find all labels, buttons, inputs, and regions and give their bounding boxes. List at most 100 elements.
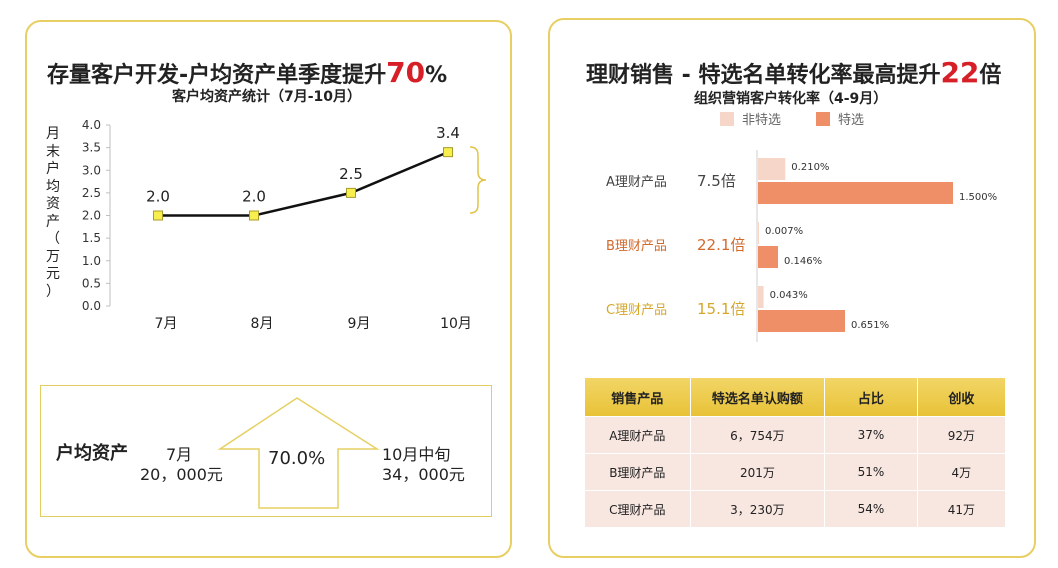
bar-special <box>758 182 953 204</box>
legend-swatch-special <box>816 112 830 126</box>
x-tick-label: 9月 <box>348 316 371 332</box>
table-header-cell: 销售产品 <box>585 378 691 417</box>
line-data-label: 2.0 <box>242 188 266 206</box>
right-title-highlight: 22 <box>940 56 980 89</box>
bar-non-special <box>758 158 786 180</box>
line-point <box>153 210 163 221</box>
right-title-suffix: 倍 <box>979 63 1002 88</box>
summary-from-value: 20，000元 <box>140 465 223 484</box>
ylabel-char: ） <box>46 283 60 300</box>
bar-value-label: 0.146% <box>784 256 822 267</box>
table-header-cell: 创收 <box>917 378 1007 417</box>
line-series-path <box>158 150 449 217</box>
bar-non-special <box>758 222 759 244</box>
line-data-label: 3.4 <box>436 124 460 142</box>
ylabel-char: 户 <box>46 161 60 177</box>
legend-swatch-non-special <box>720 112 734 126</box>
bar-special <box>758 246 778 268</box>
ylabel-char: 末 <box>46 143 60 160</box>
right-title: 理财销售 - 特选名单转化率最高提升22倍 <box>586 56 1001 89</box>
left-chart-subtitle: 客户均资产统计（7月-10月） <box>172 89 362 105</box>
bar-value-label: 0.007% <box>765 226 803 237</box>
bar-category-label: A理财产品 <box>606 175 667 190</box>
y-tick-label: 4.0 <box>82 118 101 132</box>
y-tick-label: 0.5 <box>82 276 101 290</box>
y-tick-label: 3.5 <box>82 141 101 155</box>
conversion-multiplier: 7.5倍 <box>697 172 736 190</box>
table-cell: 51% <box>824 453 918 491</box>
summary-label: 户均资产 <box>56 443 128 464</box>
y-tick-label: 0.0 <box>82 299 101 313</box>
x-tick-label: 8月 <box>251 316 274 332</box>
legend-label-non-special: 非特选 <box>742 113 782 128</box>
table-cell: A理财产品 <box>585 416 691 454</box>
summary-to-period: 10月中旬 <box>382 445 451 464</box>
left-title: 存量客户开发-户均资产单季度提升70% <box>47 56 447 89</box>
table-cell: 92万 <box>917 416 1007 454</box>
y-tick-label: 2.0 <box>82 209 101 223</box>
conversion-multiplier: 22.1倍 <box>697 236 745 254</box>
sales-table: 销售产品 特选名单认购额 占比 创收 A理财产品 6，754万 37% 92万 B理财产品 20… <box>585 378 1007 527</box>
table-cell: B理财产品 <box>585 453 691 491</box>
table-cell: C理财产品 <box>585 490 691 527</box>
line-data-label: 2.0 <box>146 188 170 206</box>
right-chart-subtitle: 组织营销客户转化率（4-9月） <box>694 91 888 107</box>
table-cell: 54% <box>824 490 918 527</box>
summary-to-value: 34，000元 <box>382 465 465 484</box>
sales-table-header: 销售产品 特选名单认购额 占比 创收 <box>585 378 1007 417</box>
bar-value-label: 0.210% <box>791 162 829 173</box>
bar-value-label: 1.500% <box>959 192 997 203</box>
y-tick-label: 1.0 <box>82 254 101 268</box>
x-tick-label: 7月 <box>155 316 178 332</box>
bar-category-label: B理财产品 <box>606 239 667 254</box>
line-data-label: 2.5 <box>339 165 363 183</box>
table-header-cell: 占比 <box>824 378 918 417</box>
y-tick-label: 2.5 <box>82 186 101 200</box>
summary-change: 70.0% <box>268 448 326 469</box>
y-tick-label: 1.5 <box>82 231 101 245</box>
right-title-main: 理财销售 - 特选名单转化率最高提升 <box>586 63 941 88</box>
ylabel-char: 均 <box>46 178 60 195</box>
summary-box <box>40 385 492 517</box>
legend-non-special: 非特选 <box>720 109 781 128</box>
conversion-multiplier: 15.1倍 <box>697 300 745 318</box>
bar-special <box>758 310 845 332</box>
table-cell: 37% <box>824 416 918 454</box>
ylabel-char: 万 <box>46 248 60 265</box>
legend-special: 特选 <box>816 109 864 128</box>
left-chart-ylabel: 月末户均资产（万元） <box>41 126 65 301</box>
bar-value-label: 0.043% <box>770 290 808 301</box>
ylabel-char: （ <box>46 231 60 247</box>
bar-non-special <box>758 286 764 308</box>
table-cell: 4万 <box>917 453 1007 491</box>
table-cell: 6，754万 <box>690 416 826 454</box>
line-point <box>443 147 453 158</box>
bar-category-label: C理财产品 <box>606 303 667 318</box>
increase-bracket <box>469 146 487 214</box>
left-title-highlight: 70 <box>386 56 426 89</box>
ylabel-char: 月 <box>46 126 60 142</box>
line-point <box>346 187 356 198</box>
table-cell: 41万 <box>917 490 1007 527</box>
x-tick-label: 10月 <box>440 316 472 332</box>
ylabel-char: 资 <box>46 196 60 212</box>
table-row: A理财产品 6，754万 37% 92万 <box>585 416 1007 454</box>
table-cell: 3，230万 <box>690 490 826 527</box>
y-tick-label: 3.0 <box>82 163 101 177</box>
line-point <box>249 210 259 221</box>
legend-label-special: 特选 <box>838 113 865 128</box>
left-title-suffix: % <box>425 63 448 88</box>
up-arrow-icon <box>217 397 380 509</box>
bar-value-label: 0.651% <box>851 320 889 331</box>
table-cell: 201万 <box>690 453 826 491</box>
table-header-cell: 特选名单认购额 <box>690 378 826 417</box>
ylabel-char: 产 <box>46 213 60 230</box>
ylabel-char: 元 <box>46 266 60 282</box>
table-row: C理财产品 3，230万 54% 41万 <box>585 490 1007 527</box>
table-row: B理财产品 201万 51% 4万 <box>585 453 1007 491</box>
summary-from-period: 7月 <box>166 445 193 464</box>
left-title-main: 存量客户开发-户均资产单季度提升 <box>47 63 387 88</box>
